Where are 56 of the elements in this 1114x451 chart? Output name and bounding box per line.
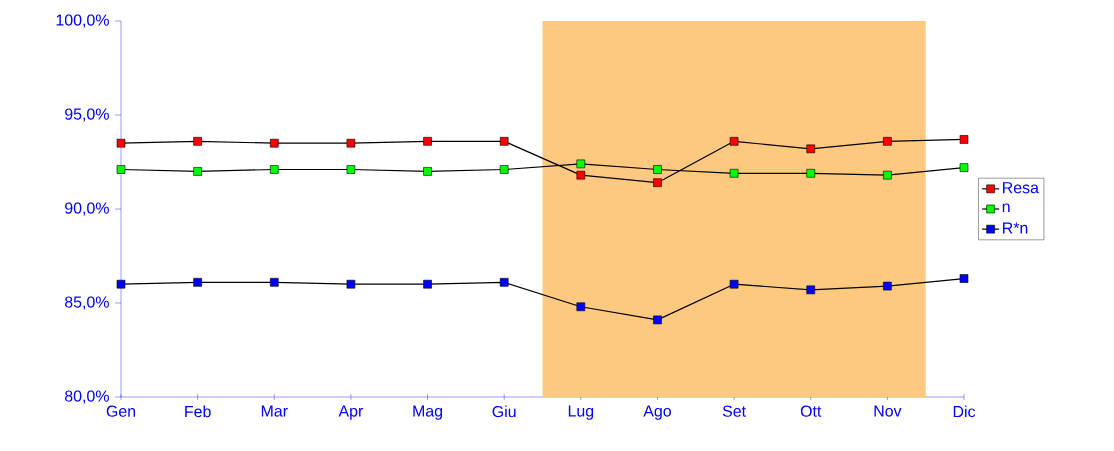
point (576, 159, 586, 169)
point (806, 168, 816, 178)
x-tick-label: Gen (106, 405, 136, 417)
y-tick-label: 85,0% (64, 296, 109, 310)
x-tick-label: Mar (261, 405, 288, 417)
point (653, 165, 662, 174)
point (116, 138, 126, 148)
point (346, 165, 356, 174)
point (729, 279, 739, 289)
y-tick-label: 95,0% (65, 108, 109, 122)
point (499, 137, 509, 146)
point (883, 137, 892, 146)
y-tick-label: 100,0% (56, 14, 109, 28)
point (116, 279, 126, 289)
point (499, 165, 509, 174)
x-tick-label: Feb (185, 405, 211, 418)
point (499, 278, 509, 287)
legend-label: n (1002, 203, 1010, 213)
point (883, 170, 892, 180)
x-tick-label: Ago (643, 405, 671, 420)
x-tick-label: Lug (568, 405, 594, 420)
point (729, 137, 739, 146)
point (423, 167, 432, 176)
point (806, 144, 816, 154)
point (269, 138, 279, 148)
x-tick-label: Nov (874, 405, 902, 417)
point (576, 302, 586, 312)
point (423, 137, 432, 146)
point (959, 163, 969, 172)
point (423, 279, 432, 289)
point (653, 315, 662, 325)
point (959, 135, 969, 144)
x-tick-label: Mag (413, 405, 443, 420)
point (653, 178, 662, 187)
legend-label: Resa (1003, 182, 1039, 194)
point (576, 170, 586, 180)
point (883, 281, 892, 291)
x-tick-label: Apr (338, 405, 364, 420)
x-tick-label: Dic (953, 405, 976, 418)
point (269, 278, 279, 287)
point (116, 165, 126, 174)
x-tick-label: Ott (800, 405, 822, 417)
point (959, 274, 969, 283)
x-tick-label: Set (722, 405, 746, 417)
point (729, 168, 739, 178)
y-tick-label: 80,0% (64, 390, 109, 404)
y-tick-label: 90,0% (65, 202, 109, 216)
point (806, 285, 816, 295)
point (193, 137, 202, 146)
point (269, 165, 279, 174)
point (346, 279, 356, 289)
point (193, 278, 202, 287)
point (193, 167, 202, 176)
legend-label: R*n (1003, 222, 1028, 234)
x-tick-label: Giu (492, 405, 516, 418)
point (346, 138, 356, 148)
